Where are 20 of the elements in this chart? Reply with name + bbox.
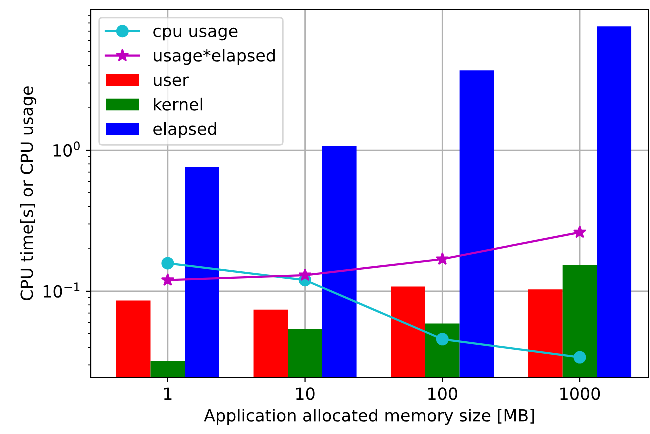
point [162, 257, 174, 270]
x-tick-label: 1 [164, 388, 172, 400]
legend-label: cpu usage [154, 28, 238, 41]
y-tick-label: 10$^{−1}$ [44, 282, 80, 298]
x-tick-label: 1000 [560, 388, 600, 400]
y-tick-label: 10$^{0}$ [54, 142, 80, 157]
legend-label: elapsed [154, 122, 216, 139]
point [574, 351, 586, 364]
x-tick-label: 10 [296, 388, 315, 400]
legend-label: kernel [154, 98, 202, 111]
y-axis-title: CPU time[s] or CPU usage [20, 86, 37, 300]
point [436, 333, 449, 346]
legend-label: usage*elapsed [154, 49, 275, 66]
point [436, 252, 450, 266]
x-axis-title: Application allocated memory size [MB] [204, 408, 534, 426]
x-tick-label: 100 [428, 388, 458, 400]
point [573, 226, 587, 238]
point [298, 268, 312, 282]
point [161, 273, 175, 286]
legend-label: user [154, 76, 190, 86]
